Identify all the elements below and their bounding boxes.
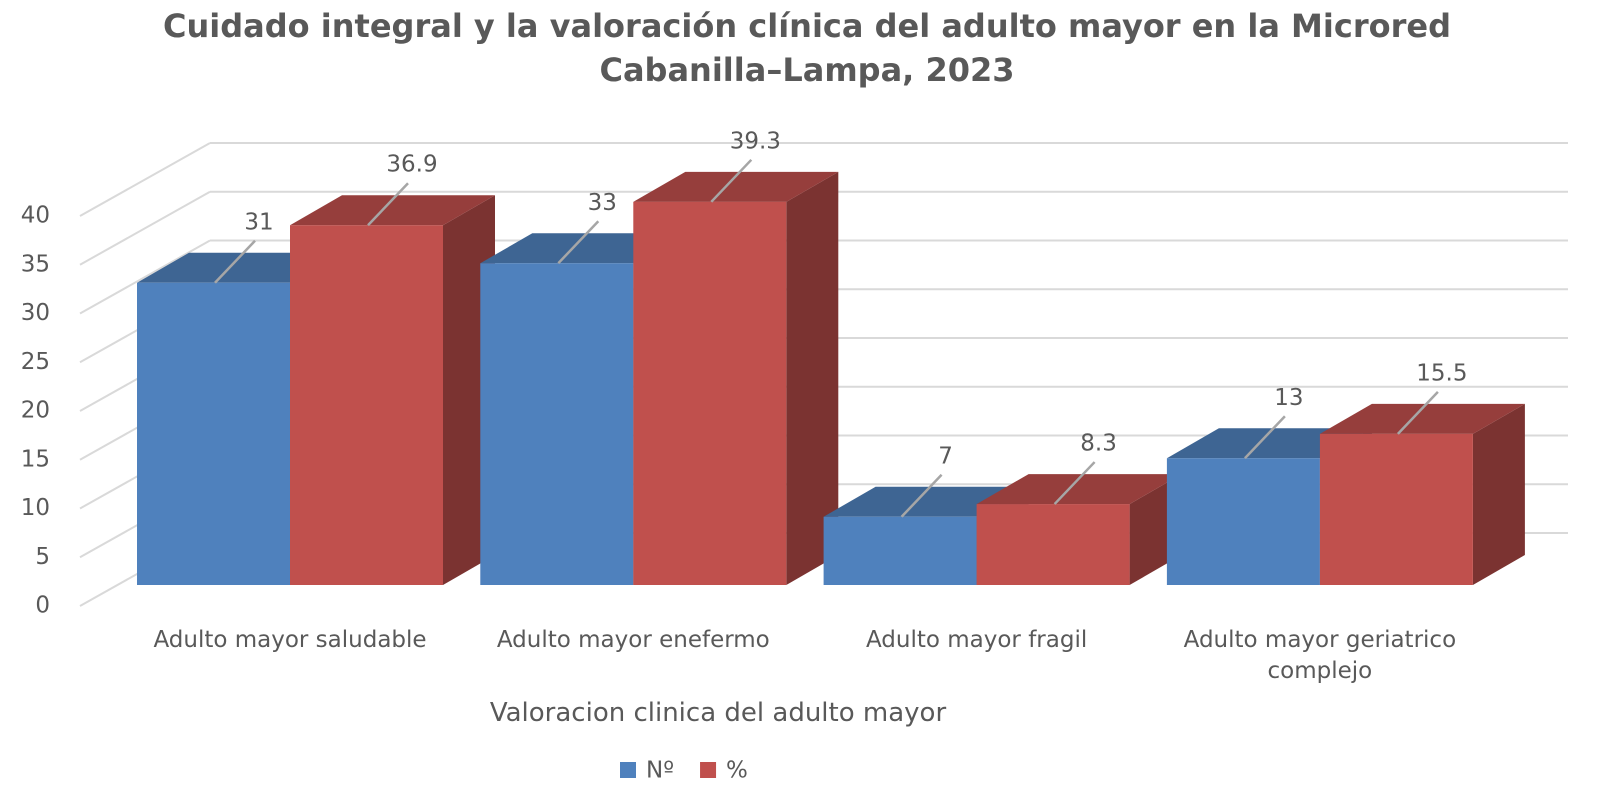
grid-line-side — [79, 142, 211, 217]
y-tick-label: 25 — [21, 349, 50, 375]
bar-top — [976, 474, 1182, 505]
data-label: 33 — [588, 190, 617, 216]
leader-line — [710, 158, 753, 203]
y-tick-label: 30 — [21, 300, 50, 326]
bar — [137, 282, 290, 585]
data-label: 39.3 — [730, 128, 781, 154]
data-label: 7 — [938, 443, 953, 469]
data-label: 31 — [244, 209, 273, 235]
bar-top — [1319, 403, 1525, 434]
x-tick-label: Adulto mayor fragil — [865, 627, 1088, 653]
leader-line — [214, 239, 256, 284]
grid-line-side — [79, 190, 211, 266]
x-tick-label: Adulto mayor enefermo — [496, 627, 770, 653]
data-label: 13 — [1274, 385, 1303, 411]
bar — [976, 504, 1130, 585]
x-tick-label: Adulto mayor saludable — [153, 627, 427, 653]
leader-line — [367, 182, 409, 227]
data-label: 8.3 — [1080, 431, 1117, 457]
y-tick-label: 35 — [21, 251, 50, 277]
y-tick-label: 10 — [21, 495, 50, 521]
leader-line — [1243, 415, 1286, 460]
y-tick-label: 20 — [21, 398, 50, 424]
legend-swatch — [700, 762, 717, 778]
x-tick-label: Adulto mayor geriatrico complejo — [1183, 627, 1457, 684]
y-tick-label: 40 — [21, 203, 50, 229]
bar — [823, 516, 977, 585]
bar — [1166, 458, 1320, 585]
y-tick-label: 15 — [21, 446, 50, 472]
leader-line — [557, 220, 600, 265]
bar-side — [786, 171, 839, 585]
x-axis-title: Valoracion clinica del adulto mayor — [489, 698, 947, 728]
grid-line-side — [79, 239, 211, 315]
bar — [480, 263, 634, 585]
legend-label: % — [726, 758, 748, 784]
bar — [1319, 433, 1473, 585]
bar-top — [290, 195, 495, 226]
leader-line — [1053, 461, 1096, 505]
leader-line — [900, 473, 943, 518]
data-label: 15.5 — [1416, 360, 1467, 386]
data-label: 36.9 — [386, 152, 437, 178]
chart-title: Cuidado integral y la valoración clínica… — [163, 7, 1451, 89]
bar-side — [1472, 403, 1525, 585]
title-box: Cuidado integral y la valoración clínica… — [0, 4, 1614, 92]
leader-line — [1396, 391, 1439, 435]
y-tick-label: 5 — [35, 544, 50, 570]
y-tick-label: 0 — [35, 593, 50, 619]
legend-label: Nº — [646, 758, 674, 784]
bar-top — [633, 171, 839, 202]
bar — [290, 225, 443, 585]
bar — [633, 201, 787, 585]
legend-swatch — [620, 762, 636, 778]
